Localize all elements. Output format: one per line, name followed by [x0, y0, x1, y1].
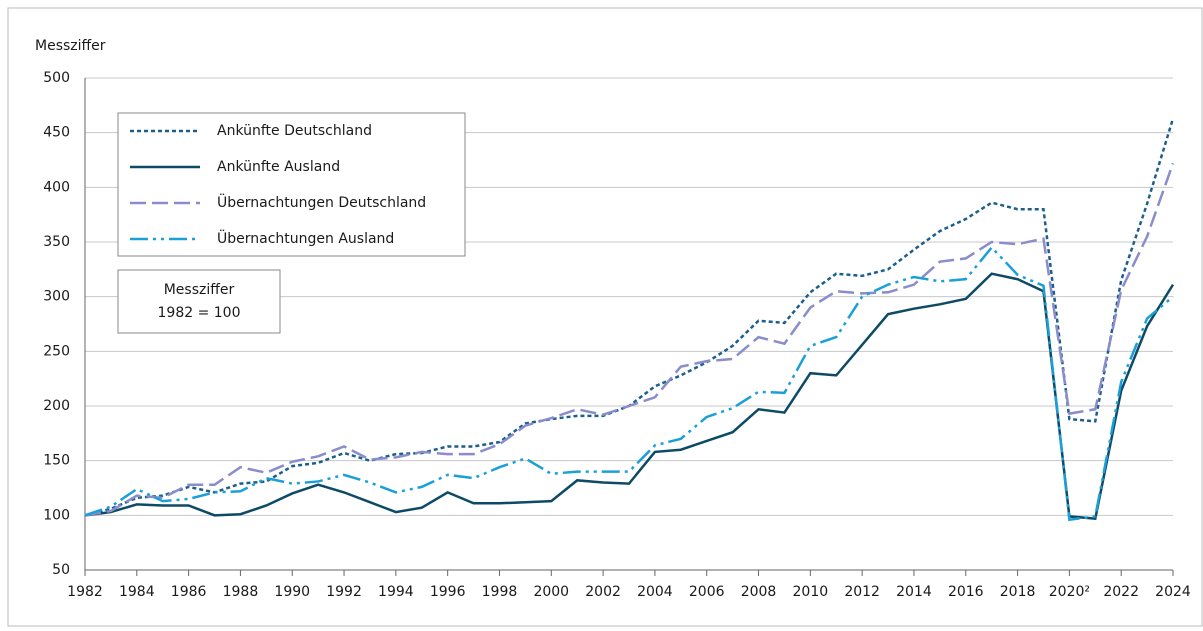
x-tick-label: 2006 — [689, 584, 725, 600]
y-tick-label: 150 — [43, 453, 70, 469]
x-tick-label: 2002 — [585, 584, 621, 600]
line-series — [84, 272, 1175, 520]
frame — [7, 7, 1203, 627]
x-tick-label: 1982 — [67, 584, 103, 600]
x-tick-label: 1984 — [119, 584, 155, 600]
x-tick-label: 1998 — [482, 584, 518, 600]
y-tick-label: 200 — [43, 398, 70, 414]
x-tick-label: 2024 — [1155, 584, 1191, 600]
annotation-text: 1982 = 100 — [158, 305, 241, 321]
x-tick-label: 2000 — [533, 584, 569, 600]
x-tick-label: 2018 — [1000, 584, 1036, 600]
legend-label: Ankünfte Ausland — [217, 159, 340, 175]
annotation-box — [117, 269, 281, 334]
legend-box — [117, 112, 466, 257]
y-tick-label: 350 — [43, 234, 70, 250]
y-axis-label: Messziffer — [35, 38, 106, 54]
line-series — [84, 162, 1175, 517]
legend-label: Übernachtungen Ausland — [217, 229, 394, 247]
y-tick-label: 400 — [43, 179, 70, 195]
x-tick-label: 1992 — [326, 584, 362, 600]
y-tick-label: 100 — [43, 507, 70, 523]
legend-label: Übernachtungen Deutschland — [217, 193, 426, 211]
y-tick-label: 250 — [43, 343, 70, 359]
x-tick-label: 1986 — [171, 584, 207, 600]
x-tick-label: 2008 — [741, 584, 777, 600]
x-tick-label: 2004 — [637, 584, 673, 600]
y-tick-label: 50 — [52, 562, 70, 578]
annotation-text: Messziffer — [164, 282, 235, 298]
x-tick-label: 2012 — [844, 584, 880, 600]
y-tick-label: 300 — [43, 289, 70, 305]
x-tick-label: 2014 — [896, 584, 932, 600]
x-tick-label: 2016 — [948, 584, 984, 600]
x-tick-label: 2010 — [793, 584, 829, 600]
x-tick-label: 2020² — [1049, 584, 1090, 600]
x-tick-label: 1988 — [223, 584, 259, 600]
x-tick-label: 1996 — [430, 584, 466, 600]
x-tick-label: 2022 — [1103, 584, 1139, 600]
y-tick-label: 450 — [43, 125, 70, 141]
y-tick-label: 500 — [43, 70, 70, 86]
legend-label: Ankünfte Deutschland — [217, 123, 372, 139]
x-tick-label: 1994 — [378, 584, 414, 600]
x-tick-label: 1990 — [274, 584, 310, 600]
